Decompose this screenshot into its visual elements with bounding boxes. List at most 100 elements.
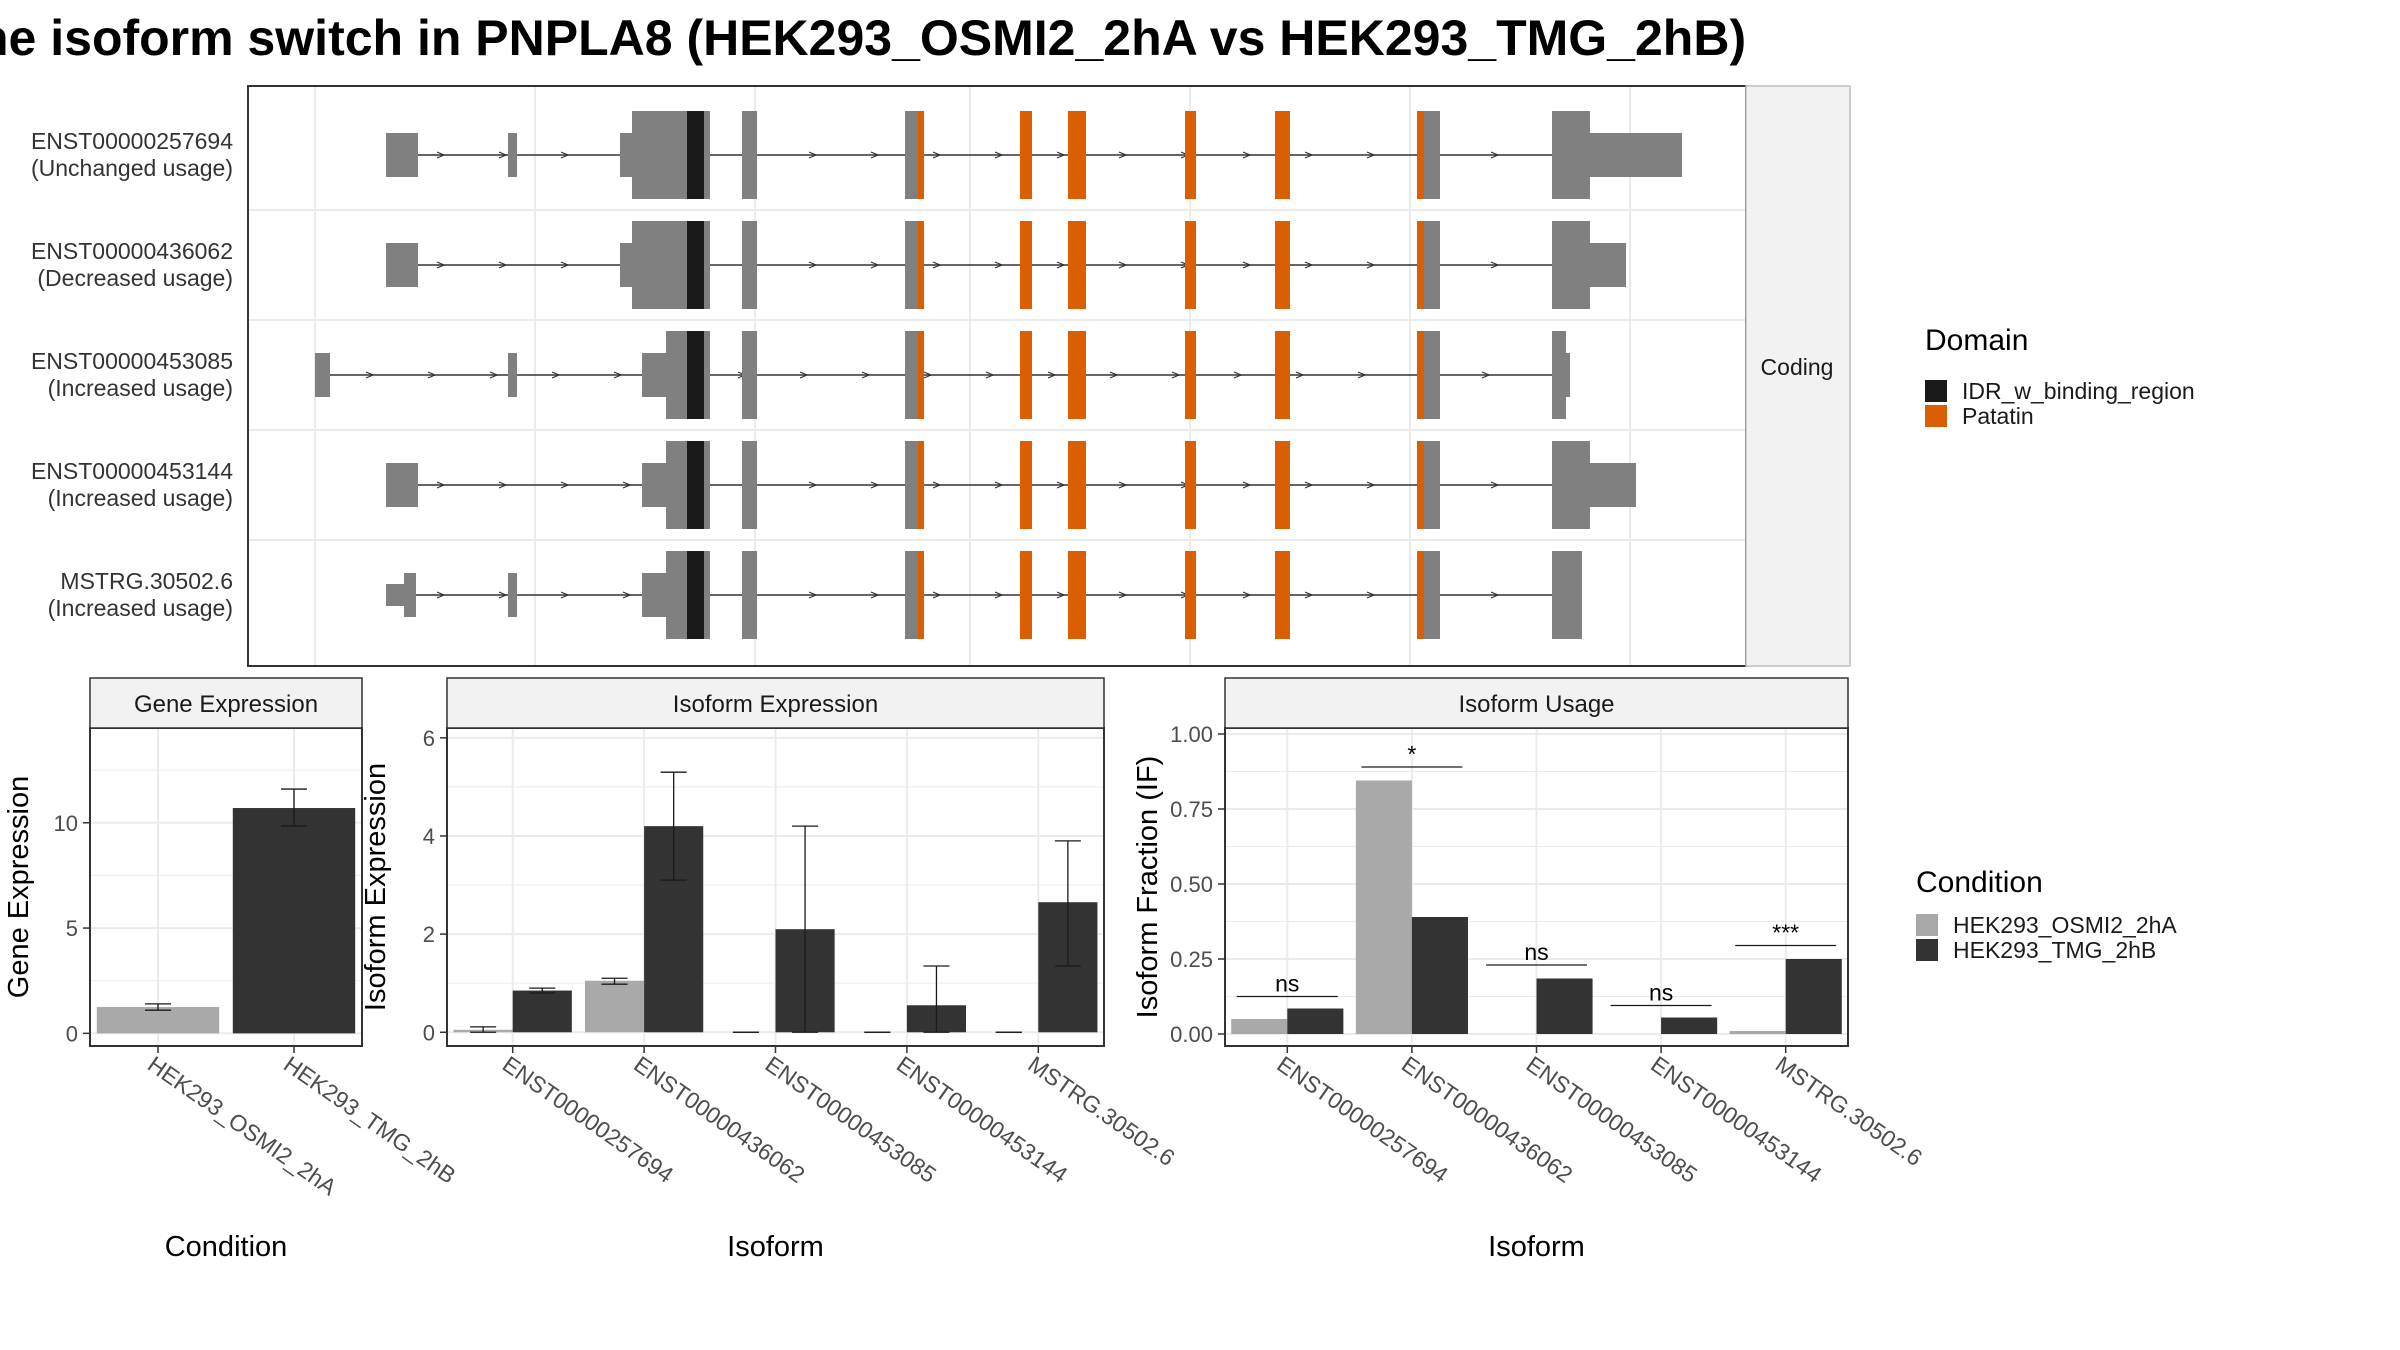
bar — [584, 980, 645, 1033]
exon-coding — [1424, 441, 1440, 529]
exon-utr — [642, 353, 666, 397]
patatin-domain — [1275, 221, 1290, 309]
intron-arrow — [489, 371, 499, 379]
patatin-domain — [1275, 441, 1290, 529]
intron-arrow — [994, 261, 1004, 269]
isoform-usage-label: (Increased usage) — [48, 485, 233, 511]
intron-arrow — [1366, 481, 1376, 489]
x-axis-title: Condition — [165, 1231, 288, 1263]
patatin-domain — [1275, 111, 1290, 199]
chart-strip-title: Isoform Expression — [673, 691, 878, 718]
patatin-domain — [1068, 551, 1086, 639]
isoform-usage-chart: ns * ns ns *** Isoform Usage 0.00 0.25 0.50 0.75 1… — [1132, 677, 1927, 1263]
bar — [1355, 780, 1412, 1034]
condition-legend-swatch — [1916, 939, 1938, 961]
intron-arrow — [498, 151, 508, 159]
patatin-domain — [1020, 221, 1032, 309]
chart-strip — [1224, 677, 1849, 729]
patatin-domain — [1068, 331, 1086, 419]
exon — [386, 133, 418, 177]
y-tick-label: 0.00 — [1170, 1022, 1213, 1047]
exon-coding — [905, 111, 918, 199]
significance-label: ns — [1275, 971, 1299, 997]
coding-strip-label: Coding — [1761, 354, 1834, 380]
intron-arrow — [1490, 481, 1500, 489]
condition-legend-title: Condition — [1916, 866, 2043, 899]
intron-arrow — [1295, 371, 1305, 379]
intron-arrow — [551, 371, 561, 379]
intron-arrow — [1304, 151, 1314, 159]
patatin-domain — [1068, 111, 1086, 199]
exon-utr — [1552, 441, 1590, 529]
intron-arrow — [923, 371, 933, 379]
exon-utr — [1552, 111, 1590, 199]
y-tick-label: 0 — [423, 1020, 435, 1045]
bar — [1411, 917, 1468, 1034]
exon-utr — [1552, 331, 1566, 419]
intron-arrow — [861, 371, 871, 379]
intron-arrow — [622, 591, 632, 599]
bar — [232, 808, 356, 1034]
intron-arrow — [1118, 481, 1128, 489]
intron-arrow — [808, 151, 818, 159]
domain-legend-label: IDR_w_binding_region — [1962, 378, 2195, 404]
intron-arrow — [1118, 591, 1128, 599]
intron-arrow — [870, 261, 880, 269]
y-axis-title: Gene Expression — [3, 776, 35, 998]
intron-arrow — [994, 481, 1004, 489]
chart-strip-title: Gene Expression — [134, 691, 318, 718]
intron-arrow — [870, 151, 880, 159]
intron-arrow — [1056, 261, 1066, 269]
exon-utr — [1552, 551, 1582, 639]
intron-arrow — [1056, 151, 1066, 159]
intron-arrow — [808, 261, 818, 269]
domain-legend-swatch — [1925, 405, 1947, 427]
patatin-domain — [1068, 441, 1086, 529]
intron-arrow — [994, 151, 1004, 159]
isoform-usage-label: (Increased usage) — [48, 595, 233, 621]
exon-coding — [742, 111, 757, 199]
intron-arrow — [498, 591, 508, 599]
idr-domain — [687, 111, 704, 199]
chart-strip — [89, 677, 363, 729]
patatin-domain — [1417, 331, 1424, 419]
exon-coding — [1424, 551, 1440, 639]
significance-label: *** — [1772, 920, 1799, 946]
patatin-domain — [1185, 111, 1196, 199]
significance-label: ns — [1649, 980, 1673, 1006]
intron-arrow — [1490, 151, 1500, 159]
intron-arrow — [436, 151, 446, 159]
patatin-domain — [1068, 221, 1086, 309]
intron-arrow — [1242, 591, 1252, 599]
intron-arrow — [613, 371, 623, 379]
coding-strip — [1745, 85, 1851, 667]
isoform-id-label: ENST00000257694 — [31, 128, 233, 154]
patatin-domain — [1020, 441, 1032, 529]
intron-arrow — [1171, 371, 1181, 379]
intron-arrow — [1118, 151, 1128, 159]
exon-coding — [905, 551, 918, 639]
intron-arrow — [1242, 151, 1252, 159]
bar — [1287, 1008, 1344, 1034]
idr-domain — [687, 441, 704, 529]
patatin-domain — [918, 551, 924, 639]
y-tick-label: 0.50 — [1170, 872, 1213, 897]
intron-arrow — [1366, 151, 1376, 159]
exon-utr — [1590, 243, 1626, 287]
significance-label: * — [1407, 741, 1416, 767]
intron-arrow — [870, 481, 880, 489]
y-tick-label: 0 — [66, 1021, 78, 1046]
exon — [386, 584, 404, 606]
intron-arrow — [436, 481, 446, 489]
intron-arrow — [560, 151, 570, 159]
domain-legend-title: Domain — [1925, 324, 2028, 357]
exon-coding — [905, 221, 918, 309]
patatin-domain — [1020, 331, 1032, 419]
intron-arrow — [427, 371, 437, 379]
exon — [508, 133, 517, 177]
patatin-domain — [1185, 331, 1196, 419]
bar — [96, 1007, 220, 1034]
intron-arrow — [1366, 261, 1376, 269]
intron-arrow — [1490, 261, 1500, 269]
